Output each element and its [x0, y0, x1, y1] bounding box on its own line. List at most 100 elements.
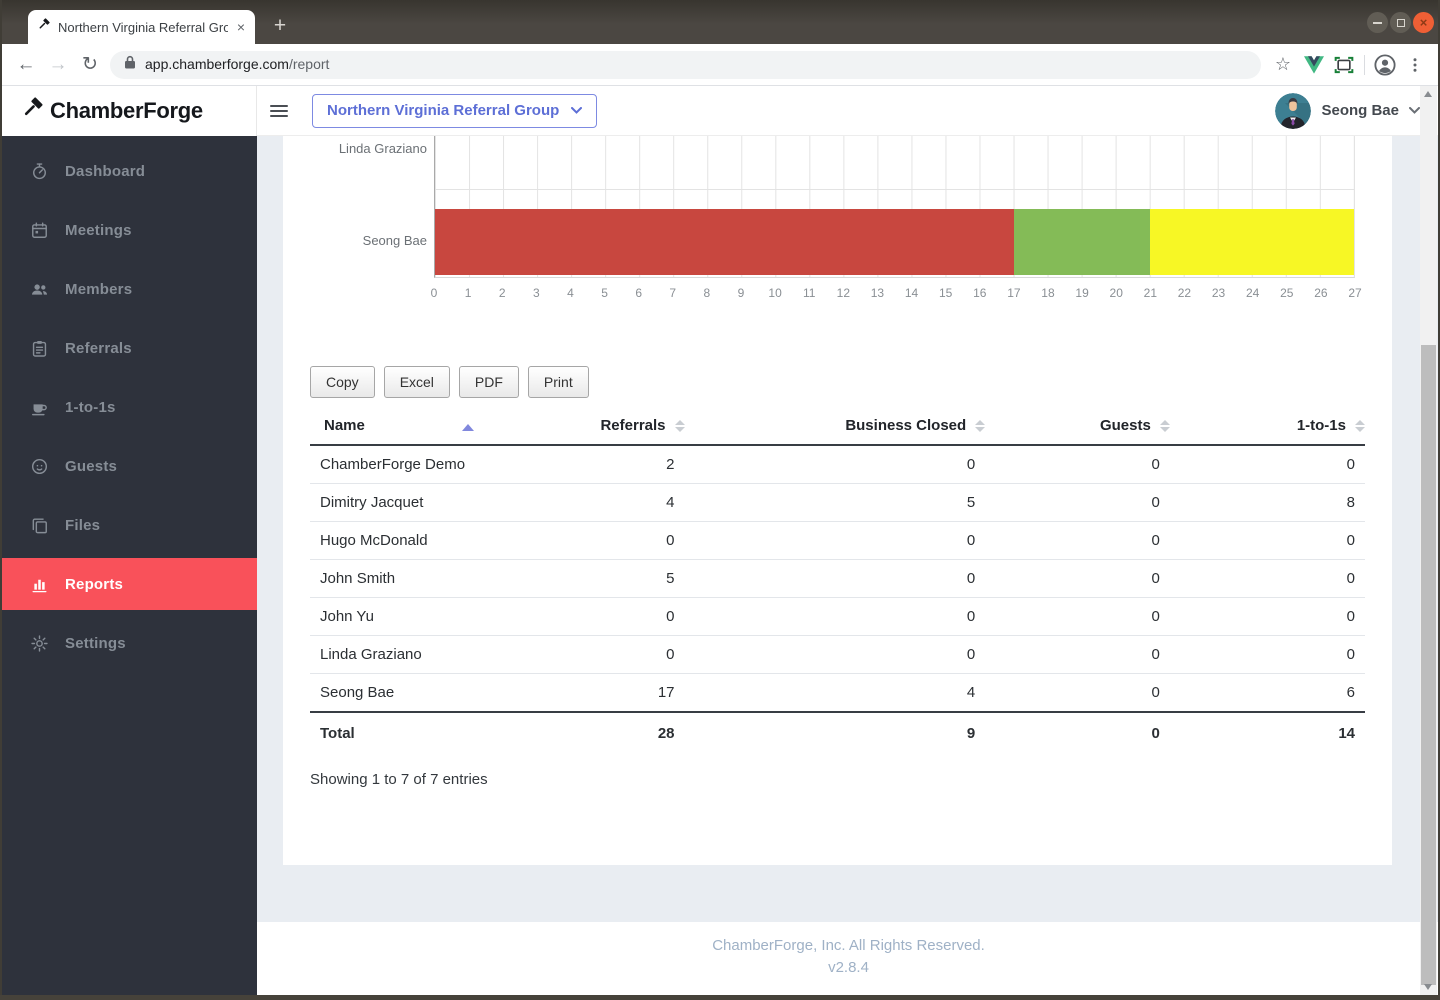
column-header-1-to-1s[interactable]: 1-to-1s [1169, 408, 1365, 446]
profile-icon[interactable] [1370, 53, 1400, 76]
sidebar-toggle-icon[interactable] [270, 104, 288, 117]
x-tick-label: 10 [768, 286, 782, 300]
cell-value: 0 [985, 635, 1170, 674]
member-name: John Smith [310, 559, 490, 598]
avatar [1275, 92, 1312, 129]
print-button[interactable]: Print [527, 366, 589, 398]
x-tick-label: 20 [1109, 286, 1123, 300]
screen-capture-icon[interactable] [1329, 55, 1359, 75]
x-tick-label: 25 [1280, 286, 1294, 300]
page-scrollbar[interactable] [1420, 86, 1437, 995]
column-header-guests[interactable]: Guests [985, 408, 1170, 446]
window-minimize-button[interactable] [1367, 12, 1388, 33]
window-close-button[interactable]: × [1413, 12, 1434, 33]
sidebar-item-guests[interactable]: Guests [0, 440, 257, 492]
new-tab-button[interactable]: + [273, 14, 287, 37]
sidebar-item-files[interactable]: Files [0, 499, 257, 551]
excel-button[interactable]: Excel [383, 366, 450, 398]
url-host: app.chamberforge.com [145, 55, 289, 72]
cell-value: 0 [684, 635, 986, 674]
member-name: Linda Graziano [310, 635, 490, 674]
sort-icons [975, 420, 986, 433]
table-info: Showing 1 to 7 of 7 entries [310, 771, 488, 788]
x-tick-label: 5 [601, 286, 608, 300]
x-tick-label: 13 [870, 286, 885, 300]
dashboard-icon [30, 161, 50, 181]
x-tick-label: 2 [498, 286, 506, 300]
sidebar-item-referrals[interactable]: Referrals [0, 322, 257, 374]
column-header-referrals[interactable]: Referrals [489, 408, 685, 446]
cell-value: 5 [489, 559, 685, 598]
table-row: Dimitry Jacquet 4 5 0 8 [310, 483, 1365, 522]
browser-tab[interactable]: Northern Virginia Referral Group × [28, 10, 255, 44]
member-name: Seong Bae [310, 673, 490, 713]
x-tick-label: 18 [1041, 286, 1055, 300]
x-tick-label: 8 [703, 286, 711, 300]
cell-value: 4 [489, 483, 685, 522]
cell-value: 0 [985, 597, 1170, 636]
x-tick-label: 24 [1245, 286, 1260, 300]
sidebar-item-dashboard[interactable]: Dashboard [0, 145, 257, 197]
cell-value: 6 [1169, 673, 1365, 713]
sort-icons [674, 420, 685, 433]
cell-value: 0 [489, 635, 685, 674]
scrollbar-thumb[interactable] [1421, 345, 1436, 985]
gavel-favicon [36, 17, 51, 37]
group-selector-dropdown[interactable]: Northern Virginia Referral Group [312, 93, 598, 128]
table-row: John Yu 0 0 0 0 [310, 597, 1365, 636]
back-icon[interactable]: ← [16, 53, 36, 75]
bar-segment-business-closed [1013, 209, 1150, 275]
user-menu[interactable]: Seong Bae [1275, 92, 1420, 129]
x-tick-label: 22 [1177, 286, 1192, 300]
x-tick-label: 17 [1007, 286, 1021, 300]
column-header-name[interactable]: Name [310, 408, 490, 446]
scroll-down-icon[interactable] [1424, 984, 1432, 990]
url-path: /report [288, 55, 330, 72]
address-bar[interactable]: app.chamberforge.com/report [110, 50, 1261, 79]
chart-category-label: Seong Bae [362, 233, 427, 248]
report-card: Linda Graziano Seong Bae 0 1 2 3 4 5 6 7 8 9 10 11 12… [283, 136, 1392, 865]
x-tick-label: 21 [1143, 286, 1158, 300]
scroll-up-icon[interactable] [1424, 91, 1432, 97]
sidebar-item-1-to-1s[interactable]: 1-to-1s [0, 381, 257, 433]
bar-row [435, 136, 1354, 177]
cell-value: 0 [684, 559, 986, 598]
x-tick-label: 0 [430, 286, 438, 300]
page-footer: ChamberForge, Inc. All Rights Reserved. … [257, 922, 1440, 995]
face-icon [30, 456, 50, 476]
forward-icon[interactable]: → [48, 53, 68, 75]
x-tick-label: 7 [669, 286, 677, 300]
cell-value: 4 [684, 673, 986, 713]
sidebar-item-settings[interactable]: Settings [0, 617, 257, 669]
sidebar-item-meetings[interactable]: Meetings [0, 204, 257, 256]
x-tick-label: 3 [532, 286, 540, 300]
cell-value: 2 [489, 445, 685, 484]
bookmark-star-icon[interactable]: ☆ [1274, 54, 1291, 74]
total-value: 0 [1151, 725, 1160, 742]
cell-value: 0 [1169, 597, 1365, 636]
sidebar-item-reports[interactable]: Reports [0, 558, 257, 610]
vue-devtools-icon[interactable] [1299, 55, 1329, 74]
window-maximize-button[interactable] [1390, 12, 1411, 33]
pdf-button[interactable]: PDF [458, 366, 519, 398]
refresh-icon[interactable]: ↻ [82, 54, 98, 75]
cell-value: 0 [985, 483, 1170, 522]
cell-value: 0 [684, 521, 986, 560]
total-label: Total [320, 725, 355, 742]
browser-titlebar: Northern Virginia Referral Group × + × [0, 0, 1440, 44]
x-tick-label: 23 [1211, 286, 1226, 300]
x-tick-label: 14 [904, 286, 919, 300]
window-bottom-edge [0, 995, 1440, 1000]
copy-button[interactable]: Copy [310, 366, 375, 398]
cell-value: 17 [489, 673, 685, 713]
bar-segment-1-to-1s [1149, 209, 1354, 275]
browser-menu-icon[interactable] [1400, 56, 1430, 74]
column-header-business-closed[interactable]: Business Closed [684, 408, 986, 446]
files-icon [30, 515, 50, 535]
app-logo[interactable]: ChamberForge [0, 86, 257, 136]
cell-value: 0 [489, 597, 685, 636]
sidebar-item-members[interactable]: Members [0, 263, 257, 315]
tab-close-icon[interactable]: × [236, 19, 245, 35]
x-tick-label: 12 [836, 286, 851, 300]
